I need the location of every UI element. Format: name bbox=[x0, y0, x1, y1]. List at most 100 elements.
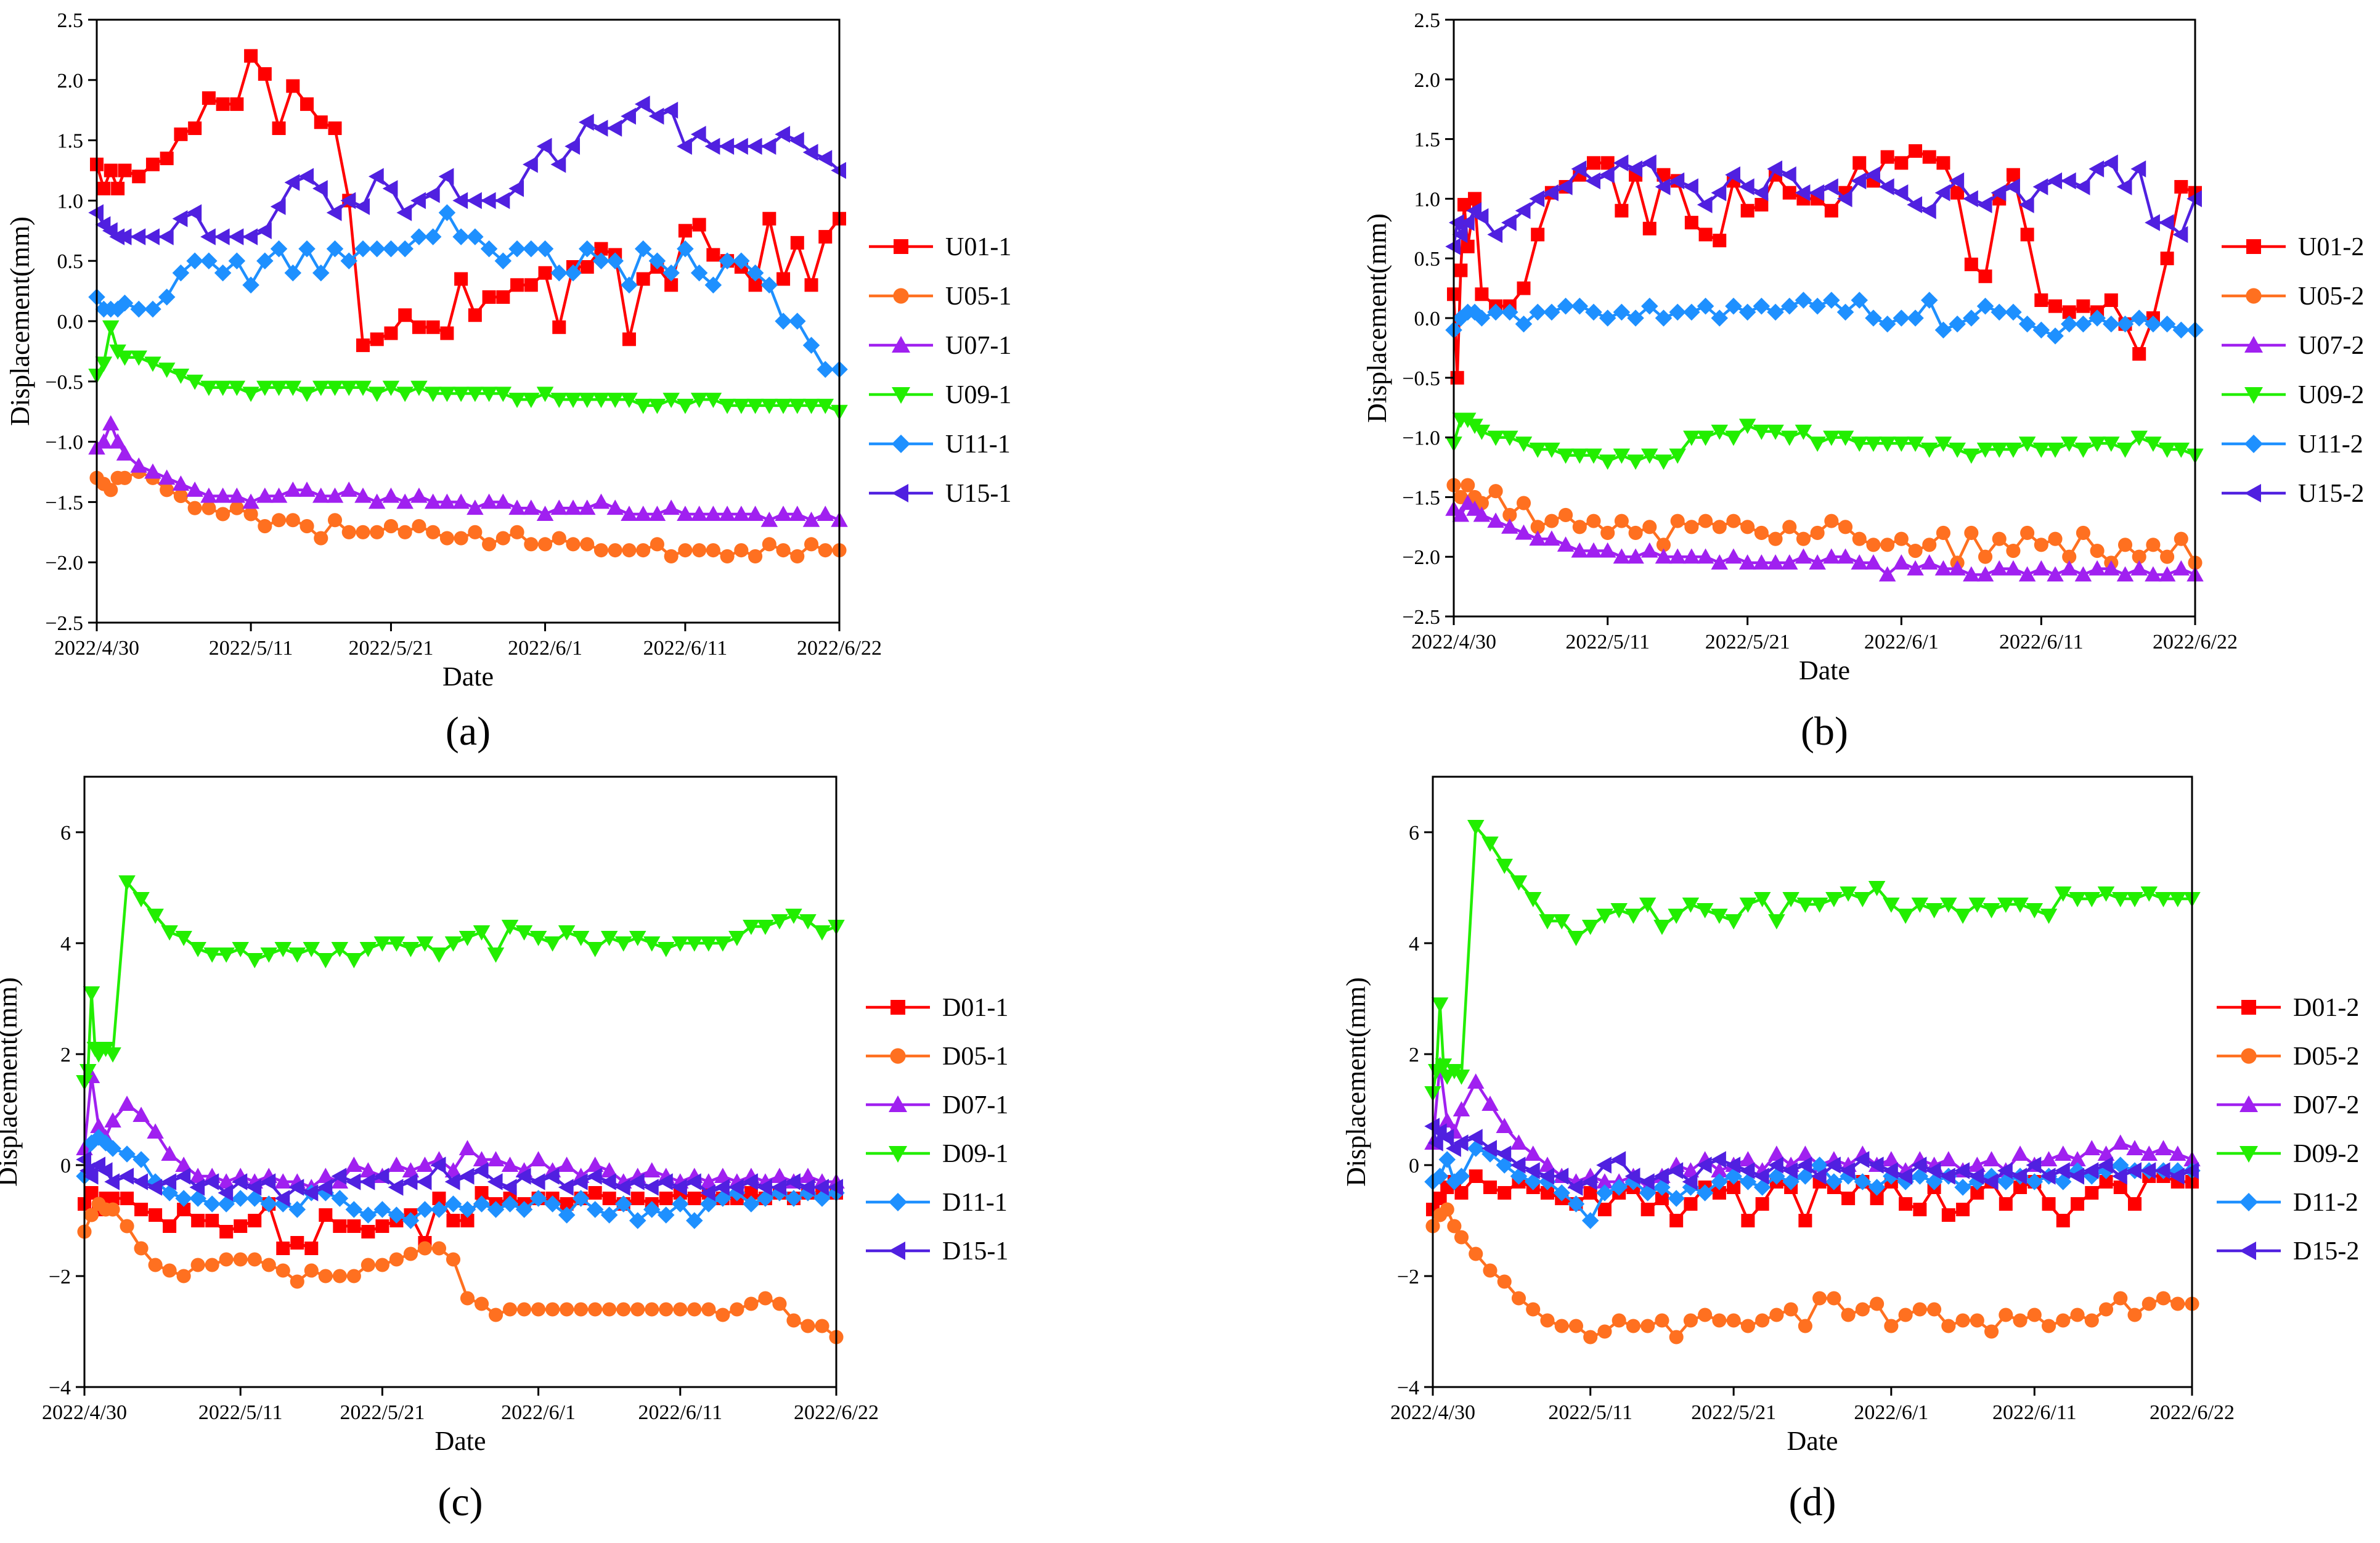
data-point bbox=[715, 1308, 730, 1322]
data-point bbox=[687, 1192, 701, 1205]
data-point bbox=[1768, 531, 1783, 546]
data-point bbox=[1624, 909, 1642, 924]
data-point bbox=[2085, 1186, 2099, 1200]
data-point bbox=[328, 121, 342, 136]
data-point bbox=[1467, 820, 1485, 835]
data-point bbox=[776, 543, 791, 558]
data-point bbox=[1696, 1184, 1714, 1201]
data-point bbox=[1838, 520, 1853, 534]
data-point bbox=[176, 1269, 191, 1283]
data-point bbox=[2026, 1173, 2044, 1190]
data-point bbox=[1473, 208, 1489, 226]
data-point bbox=[1920, 442, 1938, 458]
panel-a: −2.5 −2.0 −1.5 −1.0 −0.5 0.0 0.5 1.0 1.5 2.0 2.5 20… bbox=[5, 9, 1011, 754]
data-point bbox=[298, 481, 316, 497]
data-point bbox=[454, 272, 468, 286]
data-point bbox=[1711, 424, 1729, 440]
data-point bbox=[1725, 166, 1740, 184]
data-point bbox=[487, 1201, 505, 1218]
data-point bbox=[746, 398, 764, 414]
data-point bbox=[621, 393, 638, 408]
data-point bbox=[501, 1179, 517, 1196]
data-point bbox=[1610, 1151, 1626, 1168]
data-point bbox=[2074, 315, 2092, 333]
data-point bbox=[1999, 1197, 2013, 1211]
legend-label: D07-2 bbox=[2293, 1091, 2359, 1119]
data-point bbox=[397, 525, 412, 539]
x-tick-label: 2022/4/30 bbox=[1390, 1401, 1475, 1424]
y-tick-label: −4 bbox=[1397, 1377, 1419, 1399]
data-point bbox=[244, 49, 258, 63]
y-tick-label: 1.5 bbox=[57, 130, 84, 153]
data-point bbox=[384, 326, 398, 340]
data-point bbox=[2089, 309, 2106, 327]
data-point bbox=[1970, 1313, 1984, 1328]
data-point bbox=[2069, 1151, 2086, 1166]
data-point bbox=[1809, 436, 1826, 452]
data-point bbox=[2126, 892, 2143, 907]
data-point bbox=[2169, 1145, 2186, 1161]
data-point bbox=[354, 240, 372, 258]
data-point bbox=[312, 180, 328, 197]
data-point bbox=[1474, 496, 1489, 510]
data-point bbox=[432, 1192, 446, 1205]
data-point bbox=[524, 278, 538, 292]
data-point bbox=[1557, 536, 1575, 552]
data-point bbox=[284, 380, 302, 396]
data-point bbox=[1453, 1168, 1470, 1185]
legend-item-u15-1: U15-1 bbox=[869, 480, 1011, 508]
data-point bbox=[1940, 1168, 1955, 1185]
data-point bbox=[672, 1179, 687, 1196]
data-point bbox=[621, 276, 638, 294]
data-point bbox=[658, 1206, 675, 1224]
data-point bbox=[242, 493, 259, 509]
data-point bbox=[373, 1201, 391, 1218]
data-point bbox=[276, 1242, 290, 1255]
data-point bbox=[1949, 315, 1966, 333]
data-point bbox=[480, 493, 498, 509]
x-tick-label: 2022/4/30 bbox=[54, 637, 139, 660]
data-point bbox=[592, 393, 610, 408]
data-point bbox=[1696, 903, 1714, 919]
legend-item-u15-2: U15-2 bbox=[2222, 480, 2364, 508]
legend-label: D07-1 bbox=[942, 1091, 1008, 1119]
data-point bbox=[389, 1252, 404, 1267]
data-point bbox=[1954, 1179, 1971, 1196]
data-point bbox=[2158, 214, 2174, 231]
data-point bbox=[205, 1214, 219, 1227]
data-point bbox=[274, 1190, 290, 1207]
y-tick-label: 2.5 bbox=[57, 9, 84, 32]
data-point bbox=[95, 356, 113, 372]
data-point bbox=[189, 942, 206, 957]
data-point bbox=[1511, 1291, 1526, 1306]
data-point bbox=[529, 931, 547, 946]
data-point bbox=[804, 537, 819, 552]
data-point bbox=[687, 1302, 702, 1317]
data-point bbox=[537, 537, 553, 552]
series-line-d09-1 bbox=[83, 880, 837, 1083]
legend-b: U01-2 U05-2 U07-2 U09-2 U11-2 U15-2 bbox=[2222, 233, 2364, 508]
data-point bbox=[1586, 156, 1600, 170]
data-point bbox=[1641, 448, 1658, 464]
legend-item-u11-2: U11-2 bbox=[2222, 430, 2363, 459]
data-point bbox=[1811, 898, 1828, 913]
data-point bbox=[719, 137, 735, 155]
data-point bbox=[1655, 178, 1671, 195]
data-point bbox=[416, 1201, 434, 1218]
data-point bbox=[1782, 520, 1797, 534]
data-point bbox=[162, 1263, 177, 1278]
data-point bbox=[1809, 297, 1826, 315]
data-point bbox=[1459, 214, 1475, 231]
data-point bbox=[1809, 554, 1826, 570]
data-point bbox=[586, 942, 604, 957]
data-point bbox=[517, 1302, 532, 1317]
data-point bbox=[2103, 436, 2120, 452]
data-point bbox=[382, 380, 400, 396]
series-d09-1 bbox=[76, 875, 845, 1091]
data-point bbox=[572, 931, 590, 946]
data-point bbox=[648, 505, 666, 521]
data-point bbox=[558, 1156, 576, 1172]
data-point bbox=[402, 1162, 420, 1177]
y-tick-label: −1.5 bbox=[45, 491, 83, 514]
data-point bbox=[1567, 1195, 1585, 1213]
